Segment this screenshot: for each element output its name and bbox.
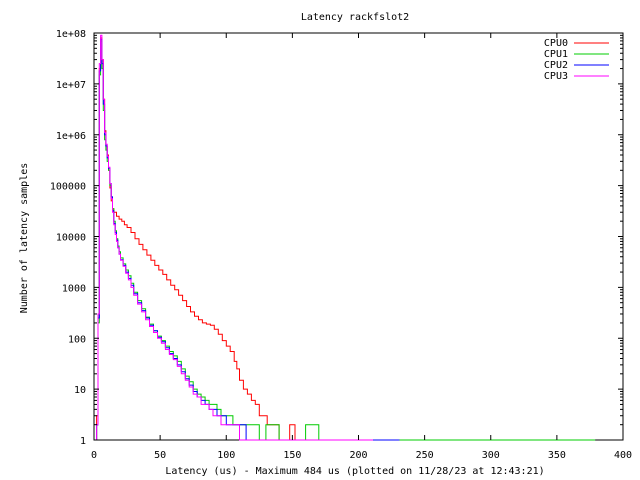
x-tick-label: 350 (548, 450, 566, 461)
plot-frame (93, 32, 624, 441)
y-tick-label: 1000 (62, 283, 86, 294)
series-layer (95, 34, 596, 441)
legend-label: CPU2 (544, 60, 568, 71)
y-tick-label: 1e+08 (56, 29, 86, 40)
legend-label: CPU3 (544, 71, 568, 82)
y-tick-label: 10000 (56, 233, 86, 244)
x-tick-label: 150 (283, 450, 301, 461)
x-axis-label: Latency (us) - Maximum 484 us (plotted o… (165, 466, 544, 477)
series-line-cpu1 (95, 40, 596, 441)
x-tick-label: 300 (482, 450, 500, 461)
y-tick-label: 1 (80, 436, 86, 447)
chart-title: Latency rackfslot2 (301, 12, 409, 23)
y-axis-label: Number of latency samples (19, 163, 30, 314)
legend-label: CPU1 (544, 49, 568, 60)
series-line-cpu3 (95, 34, 373, 441)
axis-layer: 0 50 100 150 200 250 300 350 400 1 10 100 1000 10000 1… (50, 29, 632, 461)
series-line-cpu0 (95, 37, 475, 441)
y-tick-label: 100000 (50, 182, 86, 193)
y-tick-label: 100 (68, 334, 86, 345)
y-tick-label: 1e+07 (56, 80, 86, 91)
y-tick-label: 10 (74, 385, 86, 396)
x-tick-label: 250 (416, 450, 434, 461)
x-tick-label: 200 (349, 450, 367, 461)
x-tick-label: 0 (91, 450, 97, 461)
x-tick-label: 50 (154, 450, 166, 461)
series-line-cpu2 (95, 38, 400, 441)
y-tick-label: 1e+06 (56, 131, 86, 142)
legend-label: CPU0 (544, 38, 568, 49)
x-tick-label: 400 (614, 450, 632, 461)
x-tick-label: 100 (217, 450, 235, 461)
